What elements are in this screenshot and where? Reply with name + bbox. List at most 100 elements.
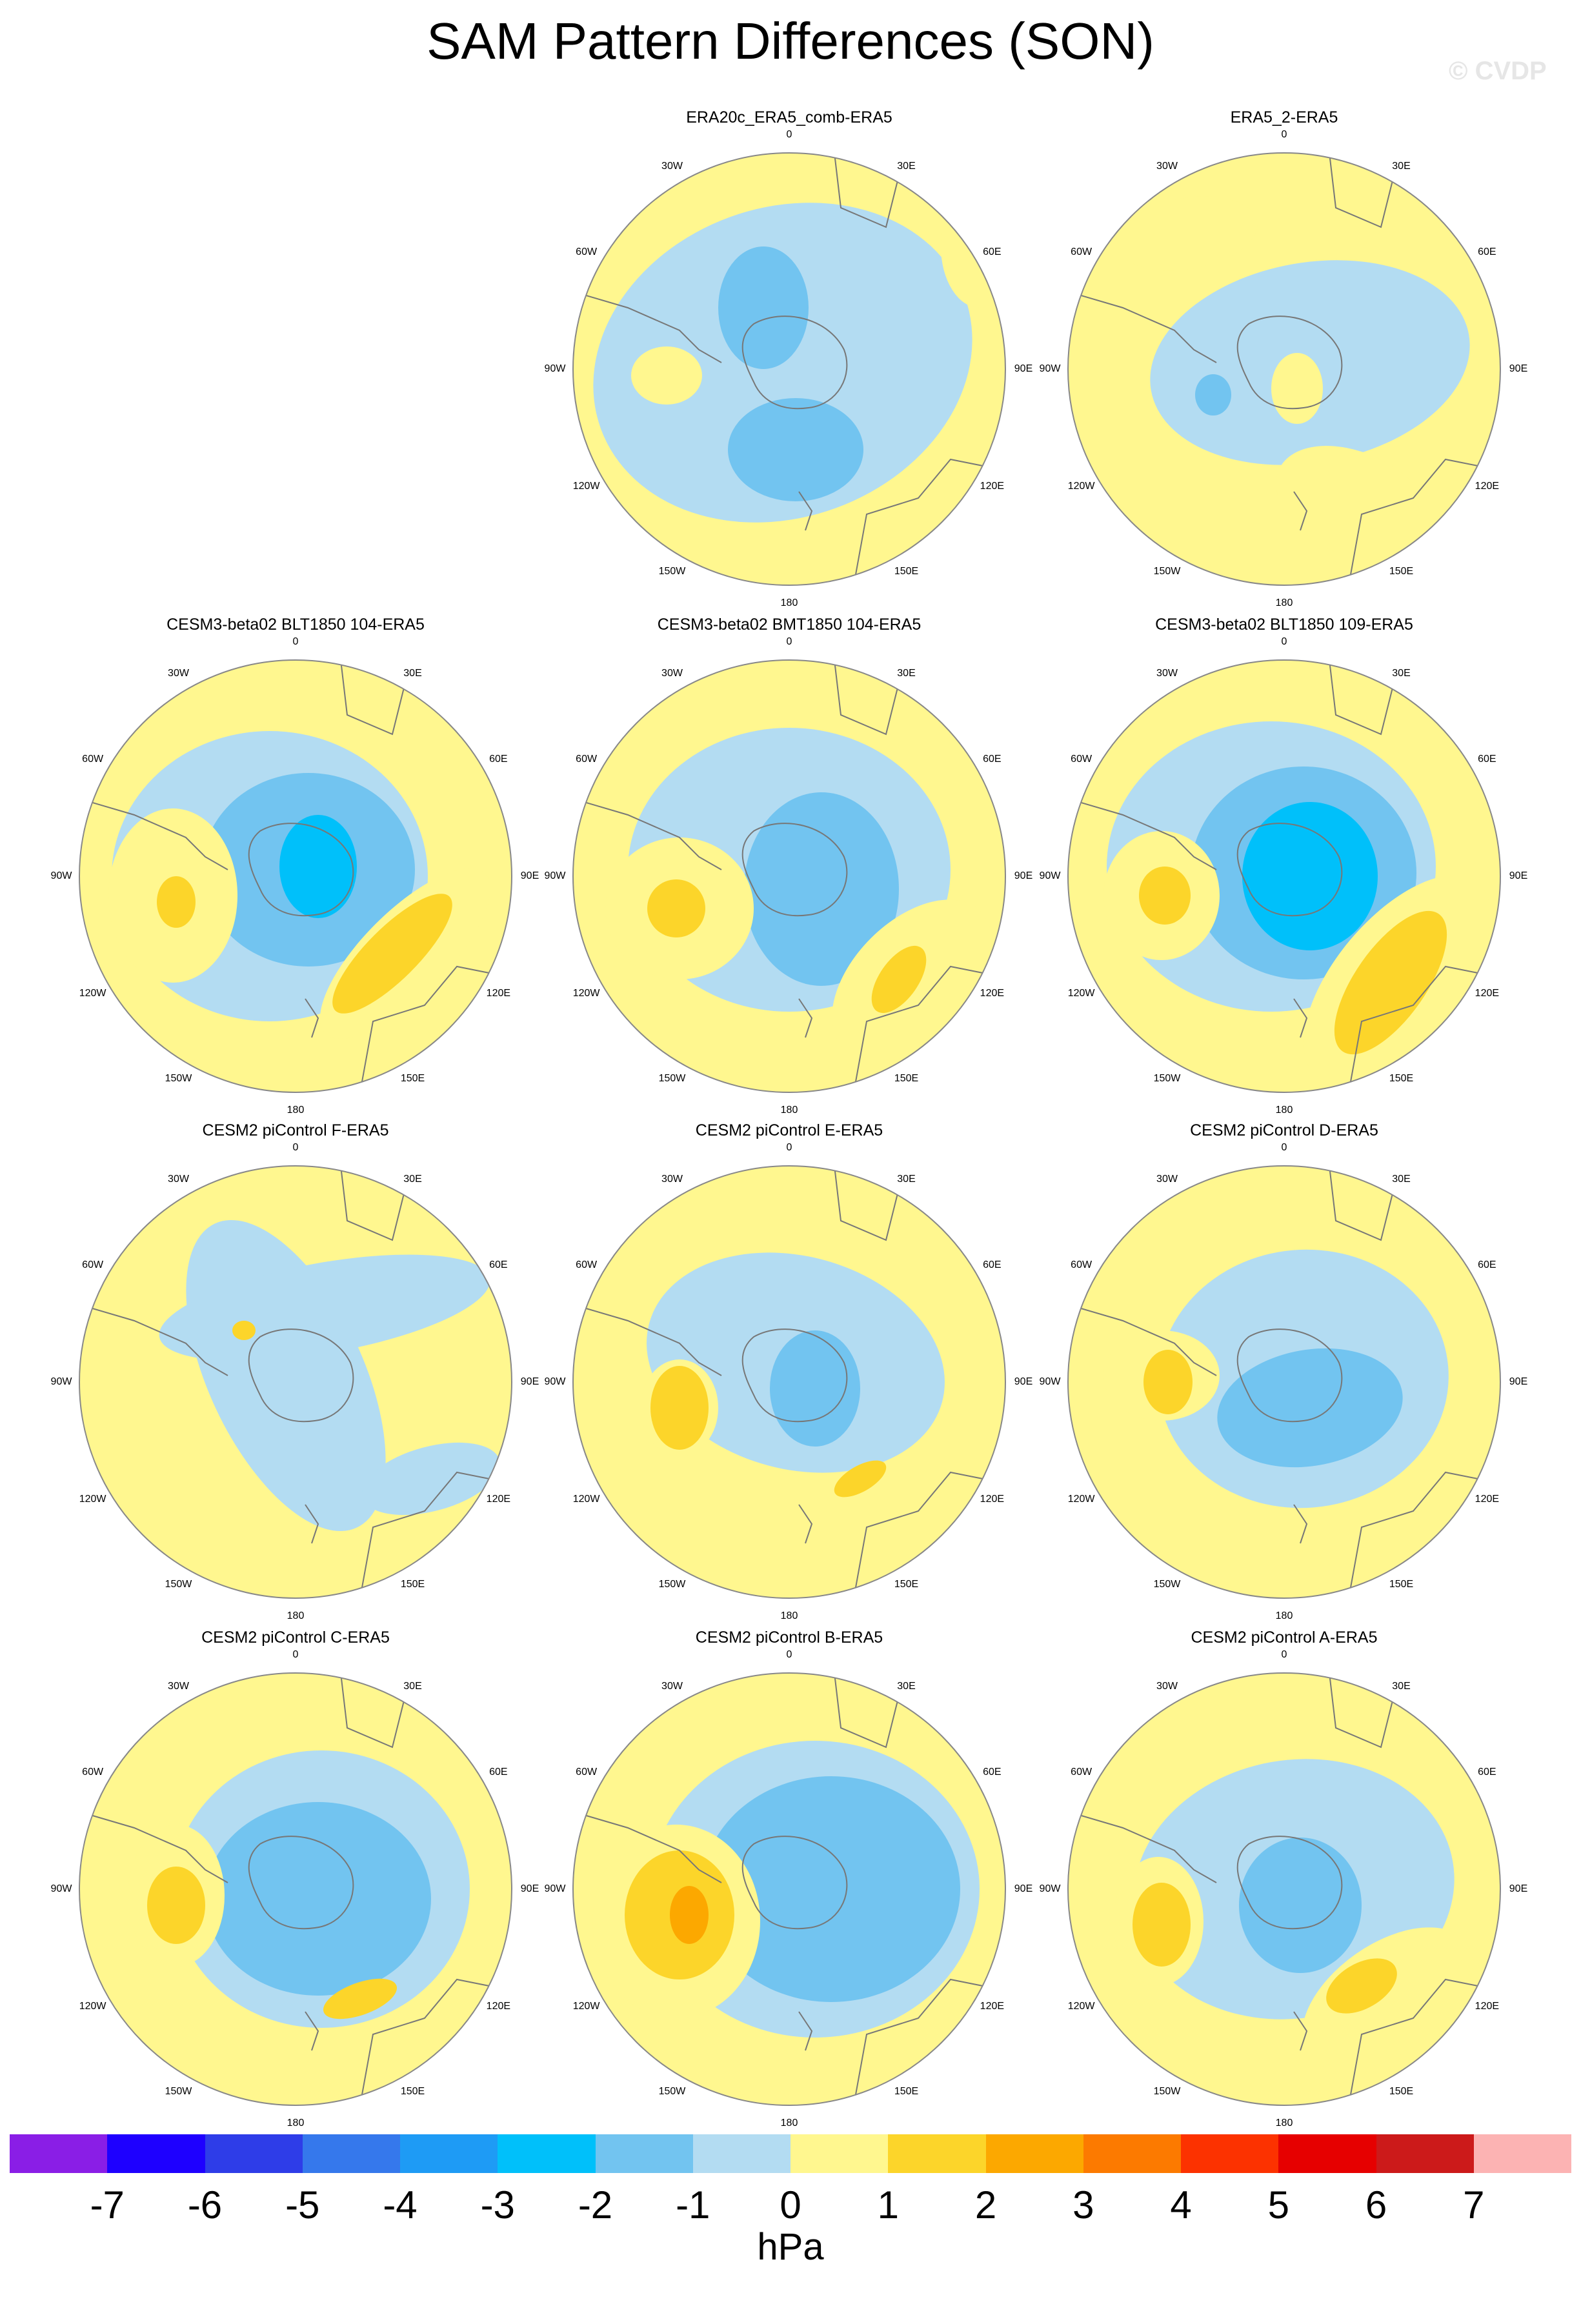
- figure-title: SAM Pattern Differences (SON): [427, 12, 1154, 70]
- longitude-label: 150E: [1389, 566, 1414, 577]
- longitude-label: 120W: [79, 2000, 106, 2012]
- longitude-label: 90E: [520, 1376, 539, 1387]
- colorbar-tick-label: 3: [1072, 2183, 1094, 2227]
- cvdp-watermark: © CVDP: [1449, 57, 1547, 85]
- longitude-label: 60E: [983, 753, 1002, 765]
- longitude-label: 30W: [661, 160, 683, 172]
- longitude-label: 30E: [1392, 667, 1411, 679]
- longitude-label: 30E: [897, 1173, 916, 1185]
- longitude-label: 120W: [1067, 2000, 1095, 2012]
- longitude-label: 120W: [572, 2000, 600, 2012]
- colorbar-tick-label: -3: [480, 2183, 515, 2227]
- contour-region: [647, 879, 705, 937]
- longitude-label: 180: [287, 2118, 305, 2129]
- contour-region: [631, 346, 702, 405]
- longitude-label: 120E: [486, 2000, 511, 2012]
- longitude-label: 150E: [400, 2086, 425, 2098]
- panel-title: CESM2 piControl D-ERA5: [1190, 1121, 1378, 1139]
- longitude-label: 60W: [1071, 1766, 1093, 1778]
- africa-coastline: [1329, 153, 1395, 228]
- longitude-label: 120W: [572, 1493, 600, 1505]
- contour-region: [744, 792, 899, 986]
- longitude-label: 120W: [79, 1493, 106, 1505]
- map-panel-10: [573, 1673, 1005, 2105]
- longitude-label: 150W: [165, 1579, 192, 1590]
- new-zealand-coastline: [305, 2011, 319, 2051]
- contour-region: [770, 1330, 860, 1447]
- longitude-label: 30W: [168, 667, 189, 679]
- longitude-label: 60E: [1478, 246, 1496, 257]
- colorbar-swatch: [107, 2134, 205, 2173]
- panel-title: CESM3-beta02 BLT1850 109-ERA5: [1155, 616, 1413, 634]
- longitude-label: 0: [1281, 1142, 1287, 1153]
- contour-region: [871, 945, 927, 1014]
- longitude-label: 120E: [1475, 987, 1500, 999]
- antarctica-coastline: [741, 823, 848, 917]
- longitude-label: 30E: [897, 1680, 916, 1692]
- contour-region: [147, 1867, 205, 1944]
- longitude-label: 120E: [980, 480, 1005, 492]
- longitude-label: 90E: [1509, 870, 1528, 881]
- longitude-label: 60W: [82, 1259, 104, 1270]
- australia-coastline: [853, 965, 983, 1092]
- longitude-label: 150E: [1389, 1073, 1414, 1085]
- map-border: [1067, 152, 1501, 586]
- new-zealand-coastline: [798, 491, 813, 531]
- longitude-label: 60E: [1478, 1259, 1496, 1270]
- longitude-label: 60E: [489, 1259, 508, 1270]
- contour-region: [1334, 910, 1447, 1055]
- africa-coastline: [340, 1673, 406, 1748]
- longitude-label: 60E: [1478, 753, 1496, 765]
- longitude-label: 120E: [980, 2000, 1005, 2012]
- longitude-label: 180: [1275, 597, 1293, 608]
- africa-coastline: [834, 1166, 900, 1241]
- africa-coastline: [340, 1166, 406, 1241]
- longitude-label: 150E: [894, 1073, 919, 1085]
- map-panel-11: [1068, 1673, 1500, 2105]
- longitude-label: 30E: [1392, 160, 1411, 172]
- longitude-label: 150E: [894, 2086, 919, 2098]
- longitude-label: 180: [1275, 1610, 1293, 1621]
- map-panel-4: [573, 660, 1005, 1092]
- longitude-label: 180: [1275, 1105, 1293, 1116]
- map-panel-6: [79, 1166, 512, 1598]
- africa-coastline: [340, 660, 406, 736]
- contour-region: [1302, 1927, 1473, 2070]
- south-america-coastline: [1068, 798, 1217, 870]
- longitude-label: 30W: [661, 1173, 683, 1185]
- map-panel-1: [573, 153, 1005, 585]
- longitude-label: 30W: [661, 1680, 683, 1692]
- longitude-label: 150E: [1389, 2086, 1414, 2098]
- antarctica-coastline: [248, 1836, 354, 1930]
- longitude-label: 60W: [82, 1766, 104, 1778]
- contour-region: [702, 1776, 960, 2002]
- longitude-label: 60E: [489, 753, 508, 765]
- longitude-label: 0: [1281, 636, 1287, 647]
- longitude-label: 150W: [165, 2086, 192, 2098]
- longitude-label: 90W: [1039, 1376, 1061, 1387]
- new-zealand-coastline: [1293, 1504, 1308, 1544]
- longitude-label: 120E: [1475, 2000, 1500, 2012]
- longitude-label: 30W: [1156, 667, 1178, 679]
- map-panel-7: [573, 1166, 1005, 1598]
- longitude-label: 90E: [1014, 1376, 1033, 1387]
- australia-coastline: [359, 1978, 490, 2105]
- longitude-label: 120W: [572, 987, 600, 999]
- south-america-coastline: [573, 1304, 722, 1376]
- new-zealand-coastline: [1293, 998, 1308, 1038]
- longitude-label: 120W: [1067, 480, 1095, 492]
- longitude-label: 30E: [403, 1680, 422, 1692]
- colorbar-swatch: [790, 2134, 889, 2173]
- new-zealand-coastline: [798, 1504, 813, 1544]
- longitude-label: 60W: [1071, 246, 1093, 257]
- new-zealand-coastline: [798, 2011, 813, 2051]
- colorbar-swatch: [1473, 2134, 1571, 2173]
- colorbar-swatch: [1181, 2134, 1279, 2173]
- colorbar-tick-label: 7: [1463, 2183, 1485, 2227]
- contour-region: [1326, 1958, 1397, 2014]
- longitude-label: 60W: [576, 753, 598, 765]
- antarctica-coastline: [248, 1328, 354, 1423]
- contour-region: [332, 894, 452, 1014]
- longitude-label: 150W: [658, 2086, 686, 2098]
- australia-coastline: [1348, 965, 1478, 1092]
